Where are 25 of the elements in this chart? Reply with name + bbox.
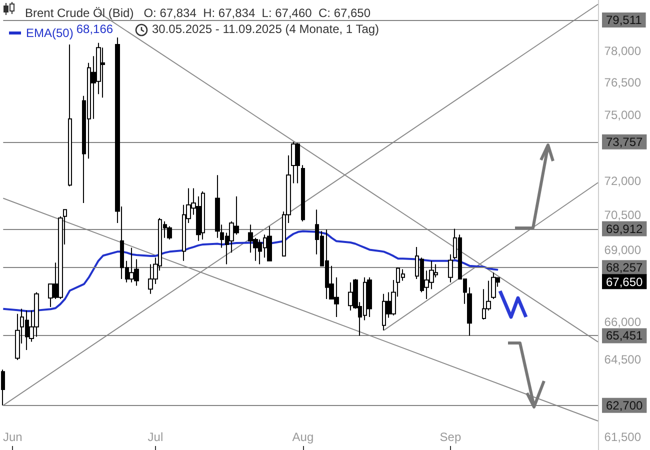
- text: O: 67,834 H: 67,834 L: 67,460 C: 67,650: [144, 6, 371, 20]
- y-tick-label: 75,000: [604, 108, 642, 122]
- y-tick-label: 66,000: [604, 315, 642, 330]
- y-tick-label: 78,000: [604, 44, 642, 58]
- x-tick-label: Jun: [2, 430, 22, 444]
- ref-line-label: 79,511: [606, 13, 642, 28]
- x-tick-label: Jul: [148, 430, 164, 444]
- y-tick-label: 72,000: [604, 174, 642, 188]
- y-tick-label: 70,500: [604, 208, 642, 222]
- text: 67,650: [606, 275, 644, 290]
- ref-line-label: 69,912: [606, 222, 644, 236]
- annotation: 68,166: [76, 22, 114, 36]
- x-tick-label: Aug: [292, 430, 314, 444]
- ref-line-label: 68,257: [606, 260, 644, 275]
- x-tick-label: Sep: [440, 430, 462, 444]
- text: Brent Crude Öl (Bid): [25, 6, 134, 20]
- y-tick-label: 64,500: [604, 352, 642, 366]
- y-tick-label: 69,000: [604, 243, 642, 258]
- ref-line-label: 73,757: [606, 134, 644, 149]
- annotation: 30.05.2025 - 11.09.2025 (4 Monate, 1 Tag): [152, 22, 380, 36]
- y-tick-label: 61,500: [604, 430, 642, 444]
- ref-line-label: 65,451: [606, 328, 644, 343]
- y-tick-label: 76,500: [604, 76, 642, 90]
- ref-line-label: 62,700: [606, 398, 644, 412]
- legend-label: EMA(50): [26, 26, 74, 40]
